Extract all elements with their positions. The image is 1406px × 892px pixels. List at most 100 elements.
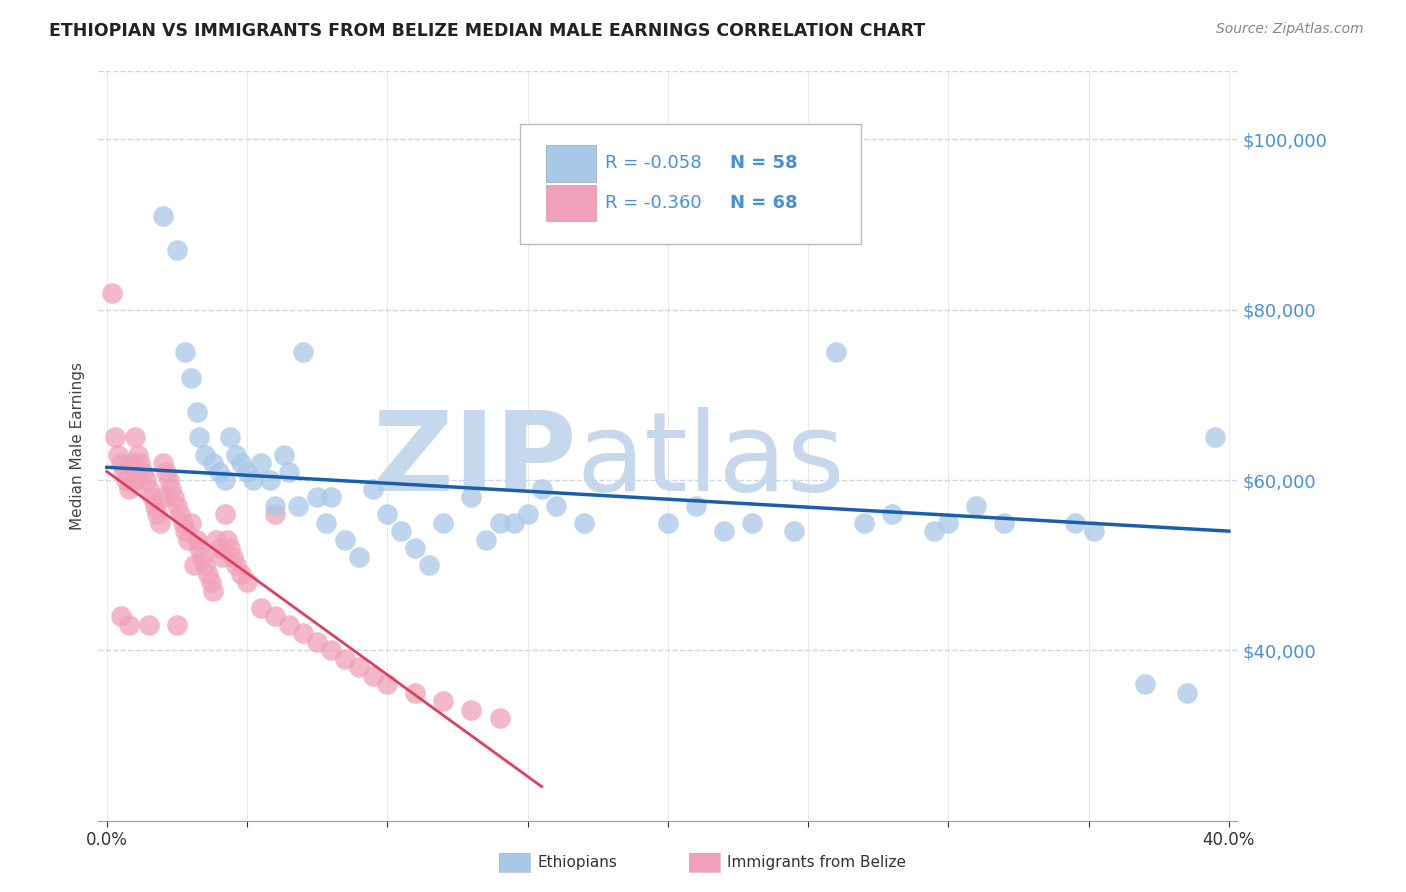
Point [112, 465, 135, 479]
Point [211, 549, 233, 564]
Point [273, 448, 295, 462]
Point [307, 490, 329, 504]
Point [938, 516, 960, 530]
Point [488, 711, 510, 725]
Point [1204, 430, 1226, 444]
Point [194, 448, 217, 462]
Point [418, 558, 440, 573]
Point [432, 516, 454, 530]
Point [219, 430, 242, 444]
Point [259, 473, 281, 487]
Point [118, 617, 141, 632]
Point [124, 430, 146, 444]
Point [530, 482, 553, 496]
Point [183, 558, 205, 573]
Point [404, 541, 426, 556]
Point [124, 473, 146, 487]
Point [219, 541, 242, 556]
Point [129, 456, 152, 470]
Point [375, 507, 398, 521]
Point [335, 652, 357, 666]
Text: Source: ZipAtlas.com: Source: ZipAtlas.com [1216, 22, 1364, 37]
Text: Immigrants from Belize: Immigrants from Belize [727, 855, 905, 870]
FancyBboxPatch shape [546, 145, 596, 181]
Point [488, 516, 510, 530]
Point [236, 575, 259, 590]
Point [924, 524, 946, 538]
Point [141, 490, 163, 504]
Point [363, 669, 385, 683]
Point [149, 516, 172, 530]
Text: ZIP: ZIP [374, 408, 576, 515]
Point [121, 456, 143, 470]
Point [214, 473, 236, 487]
Point [231, 456, 253, 470]
Point [474, 533, 496, 547]
Point [278, 465, 301, 479]
Point [307, 635, 329, 649]
Point [460, 703, 482, 717]
Point [127, 448, 149, 462]
Point [432, 694, 454, 708]
Point [292, 626, 315, 640]
Point [118, 482, 141, 496]
Point [1133, 677, 1156, 691]
FancyBboxPatch shape [520, 124, 862, 244]
Text: ETHIOPIAN VS IMMIGRANTS FROM BELIZE MEDIAN MALE EARNINGS CORRELATION CHART: ETHIOPIAN VS IMMIGRANTS FROM BELIZE MEDI… [49, 22, 925, 40]
Text: atlas: atlas [576, 408, 845, 515]
Point [138, 482, 160, 496]
Point [222, 549, 245, 564]
Point [135, 473, 157, 487]
Point [250, 600, 273, 615]
Point [177, 533, 200, 547]
Point [166, 617, 188, 632]
Point [321, 643, 343, 657]
Point [225, 448, 247, 462]
Text: N = 58: N = 58 [731, 153, 799, 172]
Point [363, 482, 385, 496]
Point [110, 456, 132, 470]
Point [188, 430, 211, 444]
Point [315, 516, 337, 530]
Point [853, 516, 876, 530]
Point [174, 345, 197, 359]
Y-axis label: Median Male Earnings: Median Male Earnings [69, 362, 84, 530]
Point [157, 473, 180, 487]
Point [160, 482, 183, 496]
Text: Ethiopians: Ethiopians [537, 855, 617, 870]
Point [186, 405, 208, 419]
Point [264, 507, 287, 521]
Point [1083, 524, 1105, 538]
Point [321, 490, 343, 504]
Point [544, 499, 567, 513]
Point [152, 490, 174, 504]
Point [138, 617, 160, 632]
Point [1063, 516, 1085, 530]
Point [460, 490, 482, 504]
Point [292, 345, 315, 359]
Point [163, 490, 186, 504]
Point [287, 499, 309, 513]
Point [349, 549, 371, 564]
Point [250, 456, 273, 470]
Point [572, 516, 595, 530]
Point [882, 507, 904, 521]
Point [225, 558, 247, 573]
Point [146, 507, 169, 521]
Point [191, 549, 214, 564]
Point [188, 541, 211, 556]
Point [404, 686, 426, 700]
Point [202, 456, 225, 470]
Point [107, 448, 129, 462]
Point [264, 499, 287, 513]
Point [825, 345, 848, 359]
Text: R = -0.360: R = -0.360 [605, 194, 702, 212]
Point [264, 609, 287, 624]
Point [197, 566, 219, 581]
Point [278, 617, 301, 632]
Point [217, 533, 239, 547]
Point [202, 583, 225, 598]
Point [236, 465, 259, 479]
Point [965, 499, 987, 513]
Point [186, 533, 208, 547]
